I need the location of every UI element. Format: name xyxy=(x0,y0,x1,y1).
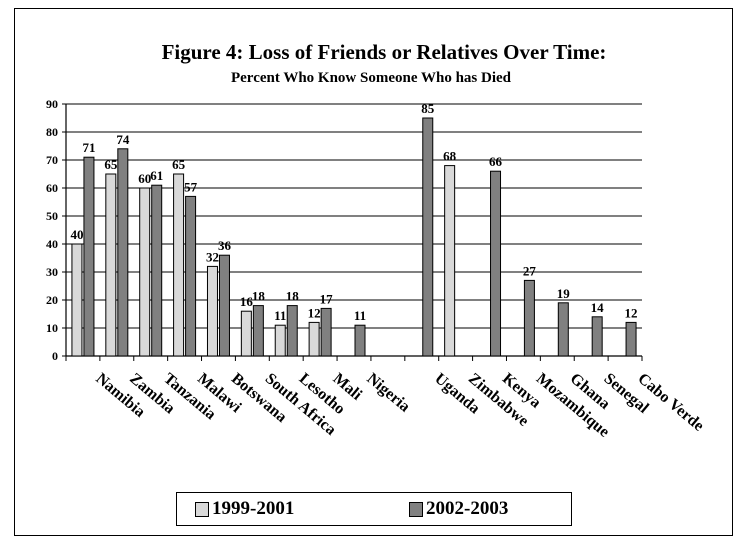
legend-label-1999-2001: 1999-2001 xyxy=(212,498,295,519)
data-label: 17 xyxy=(320,291,334,306)
bar-mozambique-2002-2003 xyxy=(523,279,535,357)
x-tick-label: Nigeria xyxy=(363,370,413,416)
data-label: 60 xyxy=(138,171,151,186)
data-label: 19 xyxy=(557,286,571,301)
data-label: 14 xyxy=(591,300,605,315)
bar-senegal-2002-2003 xyxy=(591,316,603,357)
legend-swatch-1999-2001 xyxy=(195,501,209,517)
y-tick-label-60: 60 xyxy=(46,181,58,195)
y-tick-label-50: 50 xyxy=(46,209,58,223)
data-label: 12 xyxy=(625,305,638,320)
bar-zimbabwe-1999-2001 xyxy=(444,165,456,357)
chart-subtitle: Percent Who Know Someone Who has Died xyxy=(230,70,512,86)
y-tick-label-20: 20 xyxy=(46,293,58,307)
y-tick-label-30: 30 xyxy=(46,265,58,279)
data-label: 61 xyxy=(150,168,163,183)
bar-malawi-1999-2001 xyxy=(173,173,185,357)
bar-malawi-2002-2003 xyxy=(185,195,197,357)
y-tick-label-80: 80 xyxy=(46,125,58,139)
data-label: 16 xyxy=(240,294,254,309)
bar-mali-1999-2001 xyxy=(308,321,320,357)
bar-south-africa-2002-2003 xyxy=(252,305,264,357)
data-label: 32 xyxy=(206,249,219,264)
bar-zambia-1999-2001 xyxy=(105,173,117,357)
data-label: 85 xyxy=(421,101,435,116)
legend-item-2002-2003: 2002-2003 xyxy=(409,498,508,520)
data-label: 65 xyxy=(172,157,186,172)
data-label: 36 xyxy=(218,238,232,253)
data-label: 66 xyxy=(489,154,503,169)
y-tick-label-0: 0 xyxy=(52,349,58,363)
legend-swatch-2002-2003 xyxy=(409,501,423,517)
data-label: 11 xyxy=(354,308,366,323)
legend: 1999-2001 2002-2003 xyxy=(176,492,572,526)
bar-zambia-2002-2003 xyxy=(117,148,129,357)
y-tick-label-10: 10 xyxy=(46,321,58,335)
bar-uganda-2002-2003 xyxy=(422,117,434,357)
bar-botswana-1999-2001 xyxy=(206,265,218,357)
bar-lesotho-1999-2001 xyxy=(274,324,286,357)
chart-title: Figure 4: Loss of Friends or Relatives O… xyxy=(161,40,607,64)
legend-label-2002-2003: 2002-2003 xyxy=(426,498,509,519)
bar-mali-2002-2003 xyxy=(320,307,332,357)
y-tick-label-90: 90 xyxy=(46,97,58,111)
bar-tanzania-1999-2001 xyxy=(139,187,151,357)
data-label: 18 xyxy=(252,289,266,304)
data-label: 74 xyxy=(116,132,130,147)
bar-cabo-verde-2002-2003 xyxy=(625,321,637,357)
data-label: 27 xyxy=(523,263,537,278)
bar-ghana-2002-2003 xyxy=(557,302,569,357)
data-label: 71 xyxy=(82,140,95,155)
y-tick-label-70: 70 xyxy=(46,153,58,167)
bar-namibia-1999-2001 xyxy=(71,243,83,357)
bar-namibia-2002-2003 xyxy=(83,156,95,357)
data-label: 57 xyxy=(184,179,198,194)
legend-item-1999-2001: 1999-2001 xyxy=(195,498,294,520)
data-label: 18 xyxy=(286,289,300,304)
data-label: 68 xyxy=(443,149,457,164)
bar-botswana-2002-2003 xyxy=(218,254,230,357)
bar-south-africa-1999-2001 xyxy=(240,310,252,357)
data-label: 40 xyxy=(70,227,83,242)
bar-kenya-2002-2003 xyxy=(490,170,502,357)
data-label: 12 xyxy=(308,305,321,320)
data-label: 65 xyxy=(104,157,118,172)
bar-tanzania-2002-2003 xyxy=(151,184,163,357)
bar-nigeria-2002-2003 xyxy=(354,324,366,357)
data-label: 11 xyxy=(274,308,286,323)
bar-lesotho-2002-2003 xyxy=(286,305,298,357)
y-tick-label-40: 40 xyxy=(46,237,58,251)
